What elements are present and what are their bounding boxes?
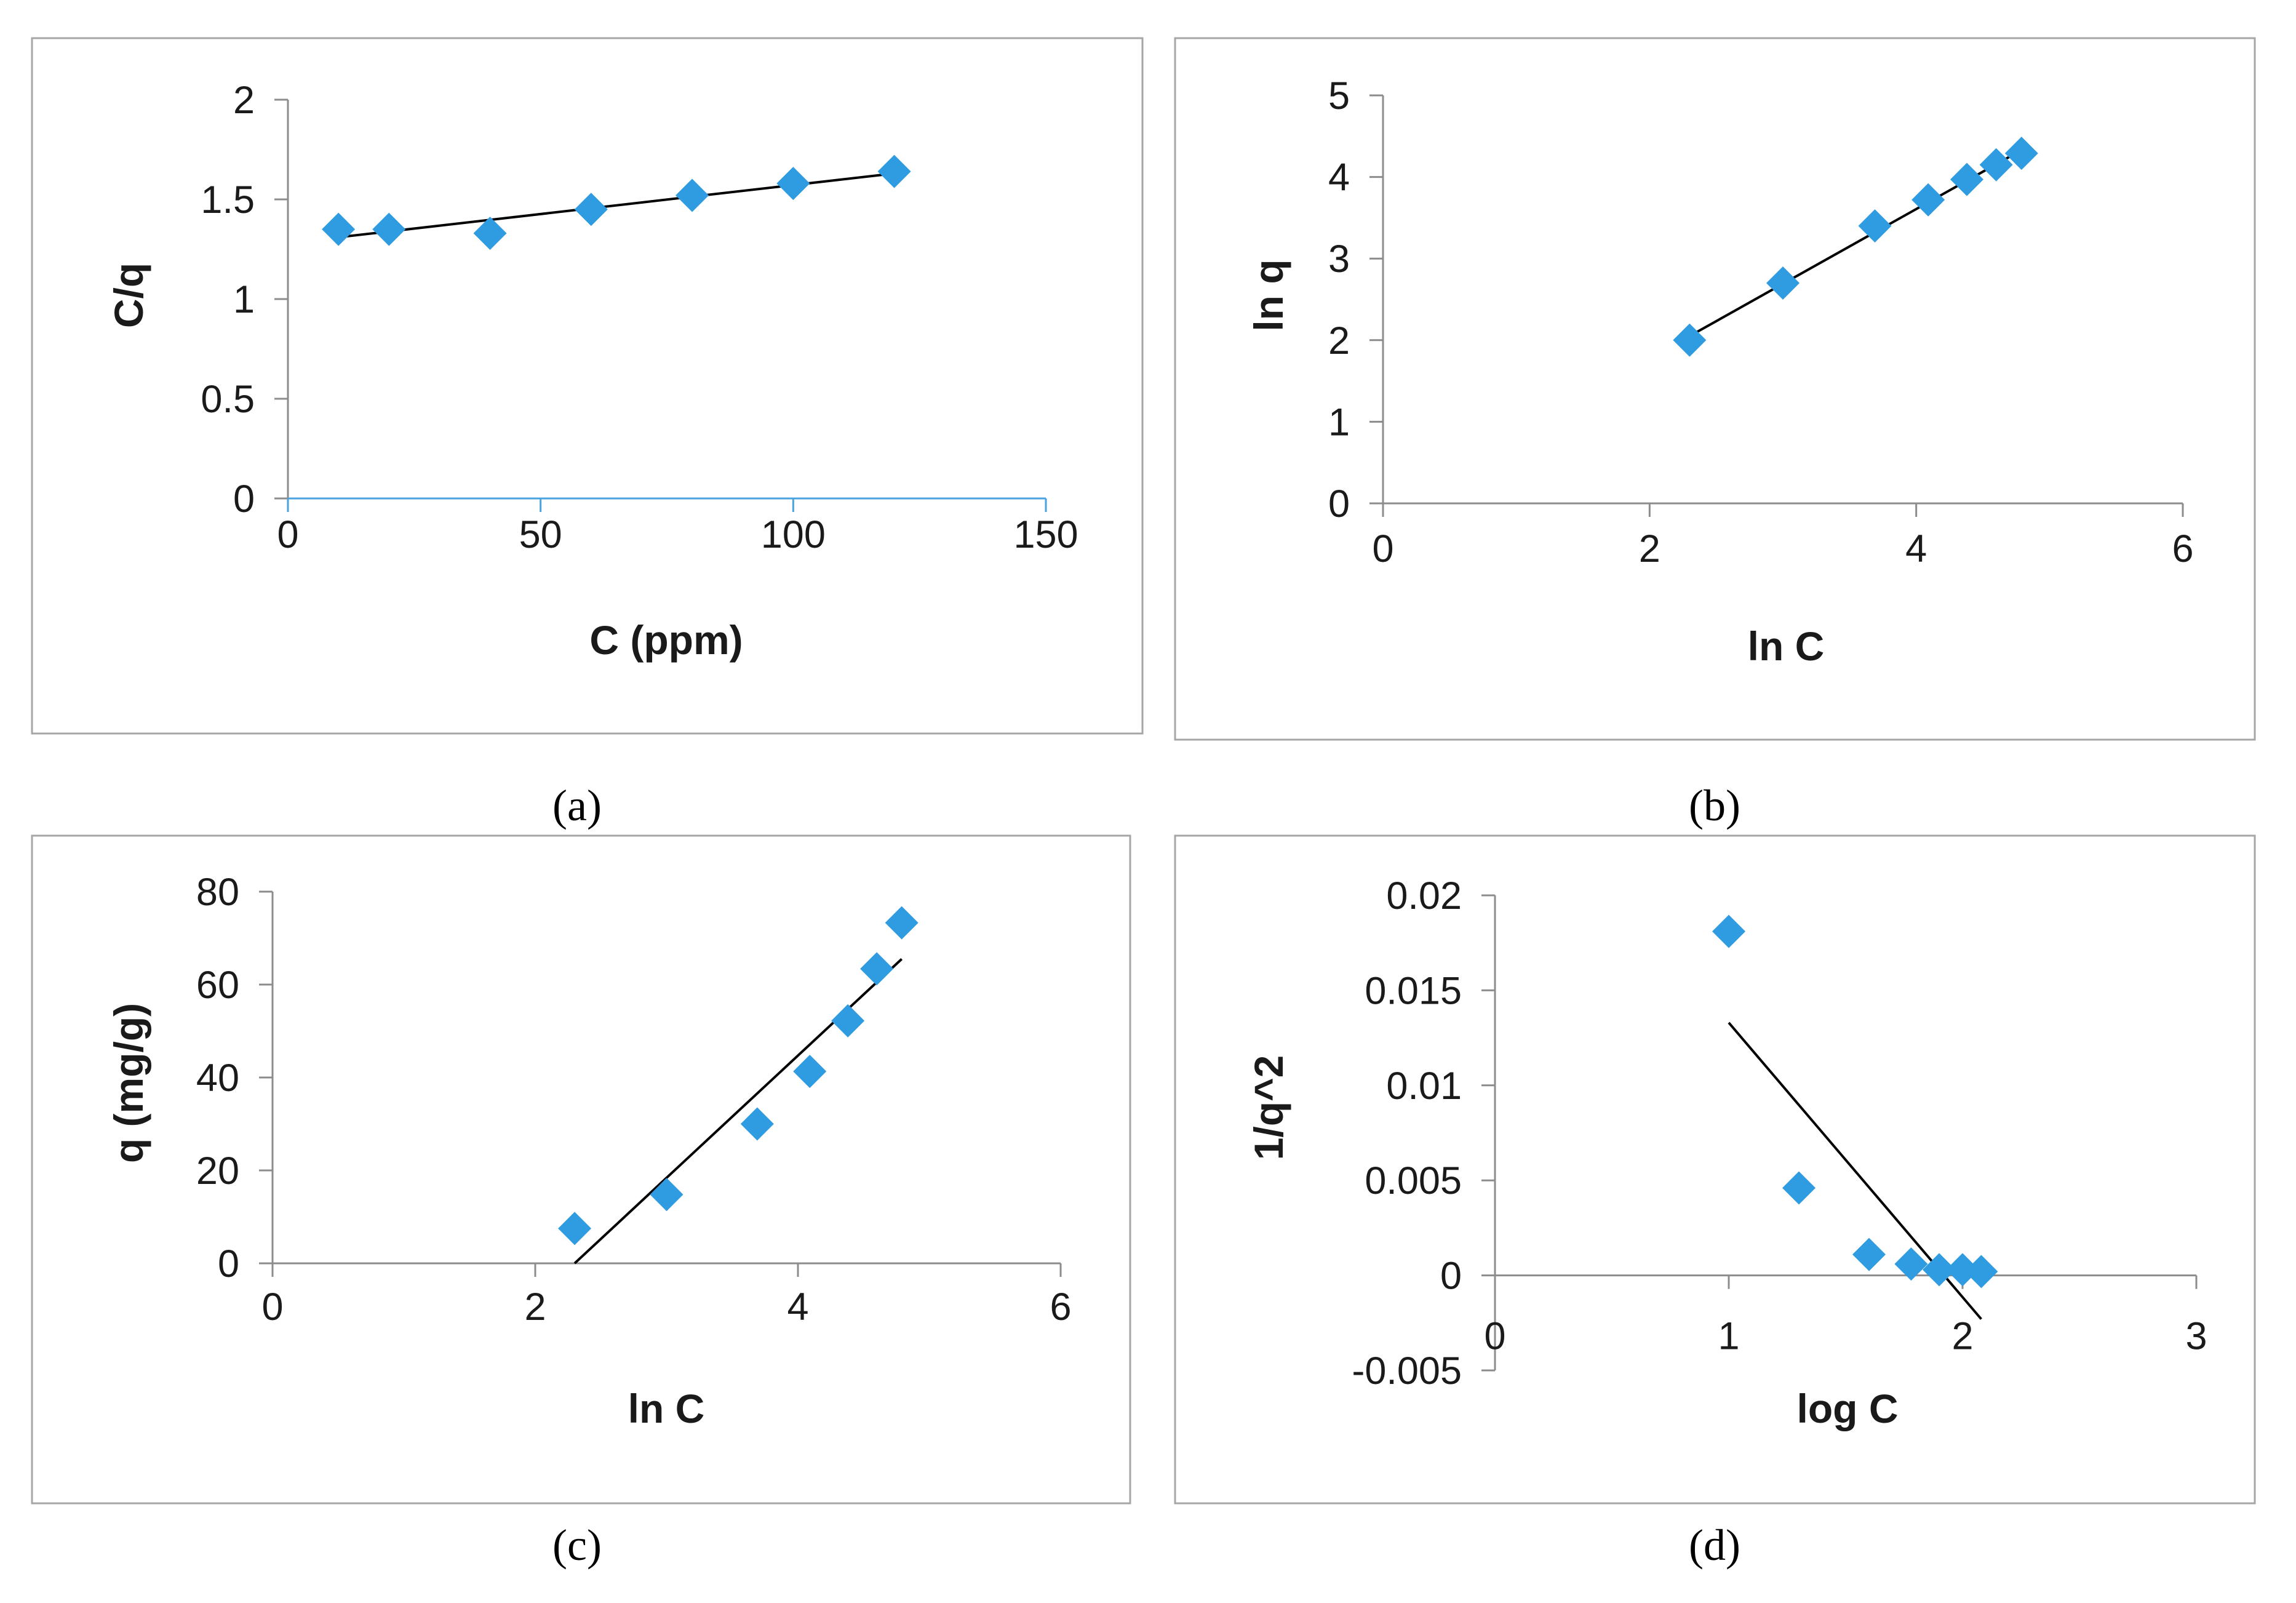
chart-c-x-tick-label: 6 <box>1050 1285 1071 1329</box>
chart-a-y-tick-label: 1 <box>233 278 255 321</box>
chart-d-point <box>1964 1255 1998 1289</box>
chart-c: 0 20 40 60 80 0 2 4 6 <box>196 871 1072 1329</box>
chart-c-point <box>558 1212 592 1245</box>
chart-d-frame <box>1174 834 2256 1505</box>
chart-a-y-tick-label: 0 <box>233 478 255 521</box>
chart-c-y-tick-label: 80 <box>196 871 239 914</box>
caption-d: (d) <box>1689 1521 1740 1570</box>
chart-a-point <box>473 217 507 250</box>
chart-d-point <box>1923 1253 1956 1287</box>
chart-d-x-tick-label: 2 <box>1951 1315 1973 1358</box>
chart-c-point <box>831 1004 865 1037</box>
chart-b-y-tick-label: 3 <box>1328 238 1350 281</box>
chart-b-point <box>1911 183 1945 217</box>
chart-b-y-tick-label: 0 <box>1328 482 1350 526</box>
chart-a-y-tick-label: 2 <box>233 79 255 122</box>
chart-a-y-tick-label: 0.5 <box>201 378 255 421</box>
chart-d-ylabel: 1/q^2 <box>1246 1055 1291 1161</box>
chart-c-point <box>740 1107 774 1141</box>
chart-c-y-tick-label: 0 <box>218 1242 239 1285</box>
chart-d-y-tick-label: 0.01 <box>1386 1065 1462 1108</box>
chart-d-point <box>1946 1253 1979 1287</box>
chart-a-point <box>877 154 911 188</box>
chart-d-point <box>1894 1247 1928 1281</box>
chart-b-point <box>1766 266 1800 300</box>
chart-b-x-tick-label: 0 <box>1372 527 1393 570</box>
chart-b-xlabel: ln C <box>1748 623 1825 669</box>
chart-c-x-tick-label: 2 <box>524 1285 546 1329</box>
chart-a-x-tick-label: 150 <box>1013 513 1078 556</box>
caption-c: (c) <box>552 1521 602 1570</box>
chart-d-y-tick-label: 0 <box>1440 1255 1462 1298</box>
chart-d-y-tick-label: -0.005 <box>1352 1349 1462 1393</box>
chart-a-xlabel: C (ppm) <box>589 617 743 663</box>
chart-a-frame <box>31 37 1144 735</box>
chart-a-point <box>322 212 356 246</box>
chart-d-y-tick-label: 0.005 <box>1365 1159 1462 1202</box>
chart-d-point <box>1712 914 1745 948</box>
chart-d-xlabel: log C <box>1797 1386 1899 1431</box>
chart-c-point <box>860 952 894 986</box>
chart-c-point <box>885 906 919 940</box>
chart-c-y-tick-label: 40 <box>196 1057 239 1100</box>
chart-a-point <box>372 212 406 246</box>
chart-a-point <box>776 167 810 201</box>
chart-b-point <box>1950 162 1983 196</box>
caption-b: (b) <box>1689 781 1740 830</box>
chart-d-y-tick-label: 0.02 <box>1386 874 1462 917</box>
chart-d-x-tick-label: 3 <box>2185 1315 2207 1358</box>
chart-d-point <box>1852 1237 1886 1271</box>
chart-a-point <box>574 193 608 226</box>
chart-b-y-tick-label: 1 <box>1328 401 1350 444</box>
chart-b-point <box>1979 148 2013 182</box>
chart-a: 0 0.5 1 1.5 2 0 50 100 150 <box>201 79 1078 556</box>
chart-b-frame <box>1174 37 2256 741</box>
chart-d-point <box>1782 1171 1816 1205</box>
chart-d-x-tick-label: 0 <box>1484 1315 1505 1358</box>
chart-b-x-tick-label: 2 <box>1639 527 1660 570</box>
chart-c-point <box>650 1178 684 1212</box>
chart-a-point <box>676 178 709 212</box>
caption-a: (a) <box>552 781 602 830</box>
chart-a-ylabel: C/q <box>106 263 151 328</box>
chart-b-point <box>2004 137 2038 170</box>
chart-d-y-tick-label: 0.015 <box>1365 969 1462 1012</box>
chart-c-x-tick-label: 0 <box>261 1285 283 1329</box>
chart-b-ylabel: ln q <box>1246 259 1291 331</box>
chart-c-point <box>793 1055 827 1089</box>
chart-c-y-tick-label: 20 <box>196 1149 239 1193</box>
chart-c-y-tick-label: 60 <box>196 964 239 1007</box>
chart-b-y-tick-label: 2 <box>1328 319 1350 362</box>
chart-b-x-tick-label: 4 <box>1905 527 1927 570</box>
chart-b-x-tick-label: 6 <box>2172 527 2193 570</box>
chart-b-y-tick-label: 5 <box>1328 74 1350 118</box>
chart-d: -0.005 0 0.005 0.01 0.015 0.02 0 1 2 3 <box>1352 874 2207 1393</box>
chart-c-x-tick-label: 4 <box>787 1285 808 1329</box>
chart-c-frame <box>31 834 1131 1505</box>
chart-c-xlabel: ln C <box>628 1386 705 1431</box>
chart-a-y-tick-label: 1.5 <box>201 178 255 222</box>
chart-b-y-tick-label: 4 <box>1328 156 1350 199</box>
chart-b: 0 1 2 3 4 5 0 2 4 6 <box>1328 74 2194 570</box>
chart-a-x-tick-label: 50 <box>519 513 562 556</box>
chart-a-x-tick-label: 0 <box>277 513 298 556</box>
chart-c-ylabel: q (mg/g) <box>106 1003 151 1163</box>
chart-b-point <box>1858 209 1892 243</box>
chart-a-x-tick-label: 100 <box>761 513 826 556</box>
chart-d-x-tick-label: 1 <box>1718 1315 1739 1358</box>
chart-b-point <box>1673 323 1707 357</box>
